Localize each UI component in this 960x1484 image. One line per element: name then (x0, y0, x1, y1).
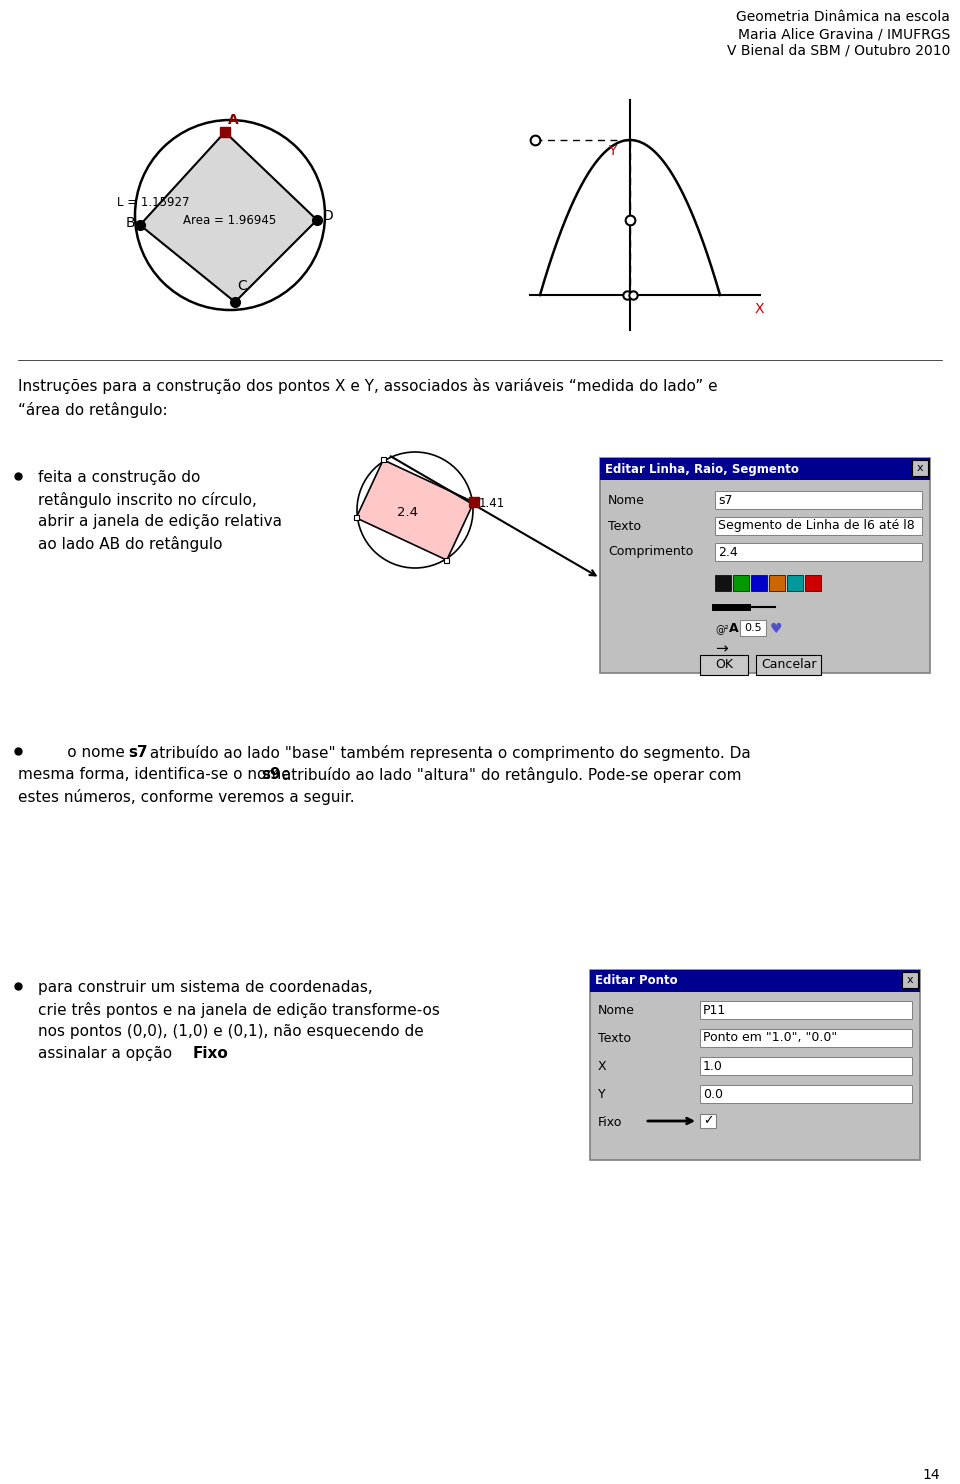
Text: Segmento de Linha de l6 até l8: Segmento de Linha de l6 até l8 (718, 519, 915, 533)
Text: Y: Y (598, 1088, 606, 1101)
Text: nos pontos (0,0), (1,0) e (0,1), não esquecendo de: nos pontos (0,0), (1,0) e (0,1), não esq… (38, 1024, 423, 1039)
Text: Fixo: Fixo (193, 1046, 228, 1061)
Text: assinalar a opção: assinalar a opção (38, 1046, 177, 1061)
Text: x: x (917, 463, 924, 473)
Text: →: → (715, 641, 728, 656)
Text: ao lado AB do retângulo: ao lado AB do retângulo (38, 536, 223, 552)
Text: 1.0: 1.0 (703, 1060, 723, 1073)
Text: 0.0: 0.0 (703, 1088, 723, 1101)
Bar (444, 558, 449, 562)
Text: Area = 1.96945: Area = 1.96945 (183, 214, 276, 227)
Text: ✓: ✓ (703, 1114, 713, 1128)
Bar (740, 620, 766, 637)
Text: Maria Alice Gravina / IMUFRGS: Maria Alice Gravina / IMUFRGS (737, 27, 950, 42)
Bar (902, 972, 918, 988)
Text: 14: 14 (923, 1468, 940, 1483)
Text: Fixo: Fixo (598, 1116, 622, 1129)
Bar (787, 574, 803, 591)
Text: Editar Linha, Raio, Segmento: Editar Linha, Raio, Segmento (605, 463, 799, 475)
Bar (751, 574, 767, 591)
Text: crie três pontos e na janela de edição transforme-os: crie três pontos e na janela de edição t… (38, 1002, 440, 1018)
Text: A: A (729, 622, 738, 635)
Text: estes números, conforme veremos a seguir.: estes números, conforme veremos a seguir… (18, 789, 354, 804)
Bar (715, 574, 731, 591)
Text: mesma forma, identifica-se o nome: mesma forma, identifica-se o nome (18, 767, 296, 782)
Text: @²: @² (715, 623, 729, 634)
Bar (700, 1114, 716, 1128)
Text: “área do retângulo:: “área do retângulo: (18, 402, 168, 418)
Text: Texto: Texto (608, 519, 641, 533)
Polygon shape (140, 132, 317, 303)
Text: retângulo inscrito no círculo,: retângulo inscrito no círculo, (38, 493, 257, 508)
Text: Nome: Nome (598, 1005, 635, 1018)
Bar (600, 459, 930, 479)
Text: Nome: Nome (608, 494, 645, 506)
Text: Ponto em "1.0", "0.0": Ponto em "1.0", "0.0" (703, 1031, 837, 1045)
Text: Editar Ponto: Editar Ponto (595, 975, 678, 987)
Text: V Bienal da SBM / Outubro 2010: V Bienal da SBM / Outubro 2010 (727, 45, 950, 58)
Bar (756, 654, 821, 675)
Text: 2.4: 2.4 (396, 506, 418, 519)
Text: s7: s7 (128, 745, 148, 760)
Text: Comprimento: Comprimento (608, 546, 693, 558)
Text: OK: OK (715, 659, 733, 671)
Text: 0.5: 0.5 (744, 623, 761, 634)
Bar (590, 971, 920, 991)
Text: Cancelar: Cancelar (760, 659, 816, 671)
Text: atribuído ao lado "altura" do retângulo. Pode-se operar com: atribuído ao lado "altura" do retângulo.… (277, 767, 741, 784)
Bar (700, 1002, 912, 1020)
Bar (700, 1085, 912, 1103)
Text: X: X (755, 303, 764, 316)
Bar (700, 654, 748, 675)
Text: A: A (228, 113, 239, 128)
Text: o nome: o nome (38, 745, 130, 760)
Bar (715, 516, 922, 536)
Text: atribuído ao lado "base" também representa o comprimento do segmento. Da: atribuído ao lado "base" também represen… (145, 745, 751, 761)
Text: 1.41: 1.41 (479, 497, 505, 510)
Bar (733, 574, 749, 591)
Bar (715, 491, 922, 509)
Polygon shape (356, 460, 474, 559)
Text: para construir um sistema de coordenadas,: para construir um sistema de coordenadas… (38, 979, 372, 994)
Text: Instruções para a construção dos pontos X e Y, associados às variáveis “medida d: Instruções para a construção dos pontos … (18, 378, 718, 393)
Bar (715, 543, 922, 561)
Text: s7: s7 (718, 494, 732, 506)
Bar (700, 1057, 912, 1074)
Text: X: X (598, 1061, 607, 1073)
Text: abrir a janela de edição relativa: abrir a janela de edição relativa (38, 513, 282, 528)
Text: s9: s9 (261, 767, 280, 782)
Bar (590, 971, 920, 1160)
Bar (805, 574, 821, 591)
Text: x: x (906, 975, 913, 985)
Bar (353, 515, 359, 521)
Text: P11: P11 (703, 1003, 727, 1017)
Text: 2.4: 2.4 (718, 546, 737, 558)
Text: ♥: ♥ (770, 622, 782, 637)
Text: Geometria Dinâmica na escola: Geometria Dinâmica na escola (736, 10, 950, 24)
Text: feita a construção do: feita a construção do (38, 470, 201, 485)
Bar (769, 574, 785, 591)
Bar (381, 457, 386, 463)
Text: D: D (323, 209, 334, 223)
Bar (600, 459, 930, 674)
Bar (912, 460, 928, 476)
Text: L = 1.15927: L = 1.15927 (117, 196, 189, 209)
Text: Texto: Texto (598, 1033, 631, 1046)
Bar (700, 1028, 912, 1048)
Text: Y: Y (608, 144, 616, 157)
Text: B: B (126, 217, 135, 230)
Text: C: C (237, 279, 247, 292)
